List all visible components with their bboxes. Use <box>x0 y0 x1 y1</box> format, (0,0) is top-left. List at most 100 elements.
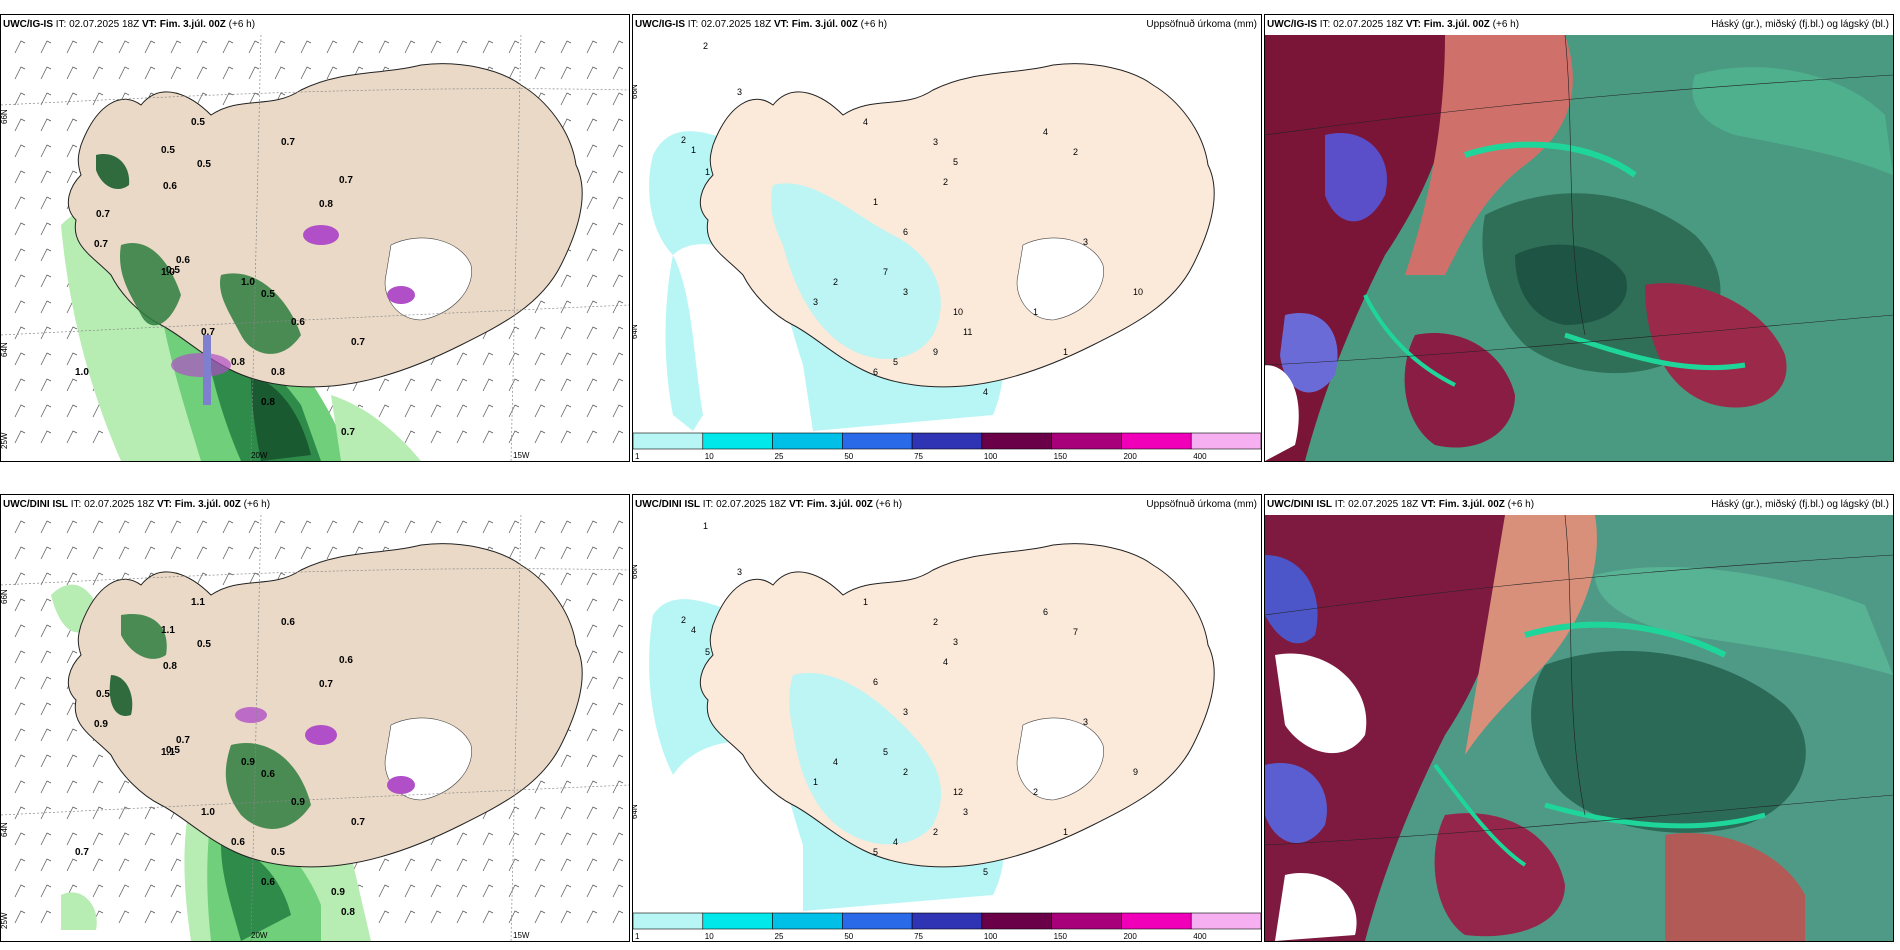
wind-barb <box>612 884 624 898</box>
wind-barb <box>586 884 598 898</box>
wind-barb <box>14 352 26 366</box>
wind-barb <box>508 352 520 366</box>
wind-barb <box>14 728 26 742</box>
wind-barb <box>40 754 52 768</box>
precip-value: 0.5 <box>261 289 275 300</box>
wind-barb <box>170 832 182 846</box>
wind-barb <box>14 404 26 418</box>
wind-barb <box>14 118 26 132</box>
lon-label-25w: 25W <box>1 432 9 449</box>
wind-barb <box>222 92 234 106</box>
wind-barb <box>586 430 598 444</box>
wind-barb <box>404 378 416 392</box>
wind-barb <box>92 520 104 534</box>
glacier-vatnajokull <box>1016 717 1104 801</box>
wind-barb <box>612 754 624 768</box>
precip-value: 0.6 <box>261 769 275 780</box>
wind-barb <box>612 520 624 534</box>
wind-barb <box>560 378 572 392</box>
wind-barb <box>14 170 26 184</box>
precip-value: 0.9 <box>291 797 305 808</box>
precip-value: 0.7 <box>176 735 190 746</box>
lat-label-64n: 64N <box>633 324 639 339</box>
wind-barb <box>534 404 546 418</box>
wind-barb <box>300 520 312 534</box>
accum-value: 10 <box>1133 287 1143 297</box>
accum-value: 3 <box>903 287 908 297</box>
wind-barb <box>612 430 624 444</box>
panel-title: Uppsöfnuð úrkoma (mm) <box>1146 499 1257 510</box>
lead-time: (+6 h) <box>228 19 256 30</box>
wind-barb <box>66 780 78 794</box>
wind-barb <box>40 676 52 690</box>
wind-barb <box>40 702 52 716</box>
wind-barb <box>612 728 624 742</box>
wind-barb <box>40 624 52 638</box>
wind-barb <box>586 650 598 664</box>
wind-barb <box>170 520 182 534</box>
wind-barb <box>586 702 598 716</box>
wind-barb <box>612 326 624 340</box>
wind-barb <box>40 650 52 664</box>
wind-barb <box>534 66 546 80</box>
panel-title: Háský (gr.), miðský (fj.bl.) og lágský (… <box>1711 499 1889 510</box>
panel-r1-accum-precip: UWC/IG-IS IT: 02.07.2025 18Z VT: Fim. 3.… <box>632 14 1262 462</box>
wind-barb <box>66 806 78 820</box>
wind-barb <box>326 66 338 80</box>
vt-label: VT: <box>156 499 172 510</box>
lat-label-66n: 66N <box>633 564 639 579</box>
wind-barb <box>378 858 390 872</box>
wind-barb <box>508 832 520 846</box>
wind-barb <box>534 430 546 444</box>
colorbar-tick-label: 100 <box>984 452 998 461</box>
it-label: IT: <box>687 19 699 30</box>
wind-barb <box>560 858 572 872</box>
precip-value: 0.7 <box>319 679 333 690</box>
wind-barb <box>456 832 468 846</box>
colorbar-tick-label: 150 <box>1054 932 1068 941</box>
colorbar-swatch <box>1121 912 1192 930</box>
panel-header: UWC/DINI ISL IT: 02.07.2025 18Z VT: Fim.… <box>633 495 1261 515</box>
wind-barb <box>482 884 494 898</box>
colorbar-swatch <box>1051 912 1122 930</box>
precip-greens-on-land <box>96 154 415 405</box>
wind-barb <box>144 910 156 924</box>
wind-barb <box>404 404 416 418</box>
wind-barb <box>14 780 26 794</box>
wind-barb <box>482 520 494 534</box>
wind-barb <box>612 248 624 262</box>
colorbar-svg: 1 10 25 50 75 100 150 200 400 <box>633 432 1261 461</box>
wind-barb <box>508 884 520 898</box>
wind-barb <box>66 170 78 184</box>
wind-barb <box>14 196 26 210</box>
wind-barb <box>508 546 520 560</box>
wind-barb <box>66 754 78 768</box>
wind-barb <box>586 598 598 612</box>
colorbar-swatch <box>1121 432 1192 450</box>
precip-value: 0.9 <box>241 757 255 768</box>
wind-barb <box>40 196 52 210</box>
wind-barb <box>586 546 598 560</box>
wind-barb <box>612 92 624 106</box>
graticule <box>1 515 629 941</box>
wind-barb <box>92 546 104 560</box>
model-name: UWC/IG-IS <box>635 19 685 30</box>
wind-barb <box>248 572 260 586</box>
wind-barb <box>456 352 468 366</box>
wind-barb <box>274 520 286 534</box>
precip-value: 0.6 <box>231 837 245 848</box>
precip-value: 0.5 <box>166 265 180 276</box>
precip-over-land <box>771 183 941 359</box>
wind-barb <box>456 40 468 54</box>
wind-barb <box>560 546 572 560</box>
colorbar-tick-label: 1 <box>635 932 640 941</box>
accum-value: 2 <box>903 767 908 777</box>
wind-barb <box>14 274 26 288</box>
it-value: 02.07.2025 18Z <box>1333 19 1404 30</box>
accum-value: 2 <box>833 277 838 287</box>
wind-barb <box>534 326 546 340</box>
wind-precip-map: 1.1 0.5 0.8 0.5 0.9 0.7 0.5 1.1 0.9 0.6 0.7 0.6 0.9 0… <box>1 515 629 941</box>
wind-barb <box>612 598 624 612</box>
wind-barb <box>92 66 104 80</box>
wind-barb <box>482 910 494 924</box>
